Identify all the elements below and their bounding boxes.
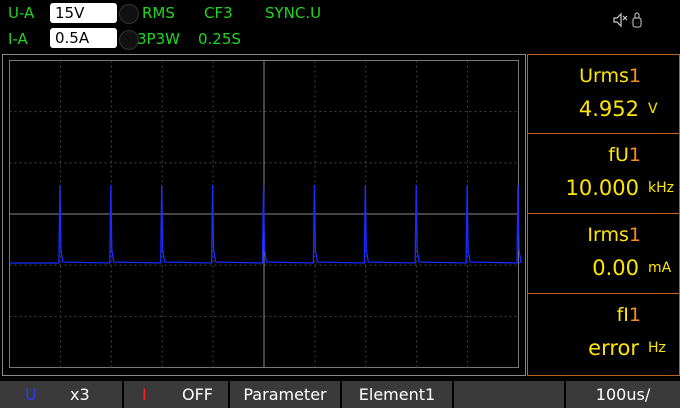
- i-scale: OFF: [182, 385, 213, 404]
- measurement-unit: mA: [648, 260, 672, 276]
- measurement-value: 4.952: [578, 97, 639, 121]
- element: 1: [628, 65, 641, 87]
- waveform-display: [2, 54, 526, 376]
- name: Irms: [587, 224, 629, 246]
- waveform: [9, 184, 522, 264]
- measurement-unit: kHz: [648, 180, 674, 196]
- mode: RMS: [142, 4, 175, 22]
- element: 1: [628, 304, 641, 326]
- element: 1: [628, 224, 641, 246]
- measurement-unit: V: [648, 101, 658, 117]
- name: fI: [616, 304, 629, 326]
- current-indicator: [119, 30, 139, 50]
- u-label: U: [25, 385, 37, 404]
- measurement-name: fU1: [608, 144, 641, 166]
- status-icons: [613, 12, 642, 28]
- voltage-range[interactable]: 15V: [50, 3, 117, 23]
- blank-button[interactable]: [454, 381, 564, 408]
- measurement-value: error: [588, 336, 639, 360]
- voltage-label: U-A: [8, 4, 35, 22]
- element: 1: [628, 144, 641, 166]
- measurement-unit: Hz: [648, 340, 666, 356]
- wiring: 3P3W: [137, 30, 180, 48]
- sync: SYNC.U: [265, 4, 322, 22]
- measurement-panel[interactable]: Urms1 4.952 V: [527, 54, 680, 134]
- lock-icon: [632, 17, 642, 28]
- measurement-value: 10.000: [565, 176, 639, 200]
- current-range[interactable]: 0.5A: [50, 28, 117, 48]
- u-channel-button[interactable]: U x3: [0, 381, 122, 408]
- update-rate: 0.25S: [198, 30, 241, 48]
- voltage-indicator: [119, 4, 139, 24]
- measurement-panel[interactable]: fU1 10.000 kHz: [527, 133, 680, 214]
- display-frame: [2, 54, 526, 376]
- measurement-value: 0.00: [592, 256, 639, 280]
- element-button[interactable]: Element1: [342, 381, 452, 408]
- crest-factor: CF3: [204, 4, 233, 22]
- timebase-button[interactable]: 100us/: [566, 381, 680, 408]
- measurement-name: fI1: [617, 304, 641, 326]
- i-label: I: [142, 385, 147, 404]
- i-channel-button[interactable]: I OFF: [124, 381, 228, 408]
- current-label: I-A: [8, 30, 28, 48]
- measurement-name: Irms1: [587, 224, 641, 246]
- measurement-panel[interactable]: fI1 error Hz: [527, 293, 680, 376]
- measurement-panel[interactable]: Irms1 0.00 mA: [527, 213, 680, 294]
- name: fU: [608, 144, 629, 166]
- name: Urms: [579, 65, 629, 87]
- u-scale: x3: [70, 385, 90, 404]
- mute-icon: [613, 12, 628, 28]
- menu-button[interactable]: Parameter: [230, 381, 340, 408]
- measurement-name: Urms1: [579, 65, 641, 87]
- lock-shackle: [634, 12, 640, 18]
